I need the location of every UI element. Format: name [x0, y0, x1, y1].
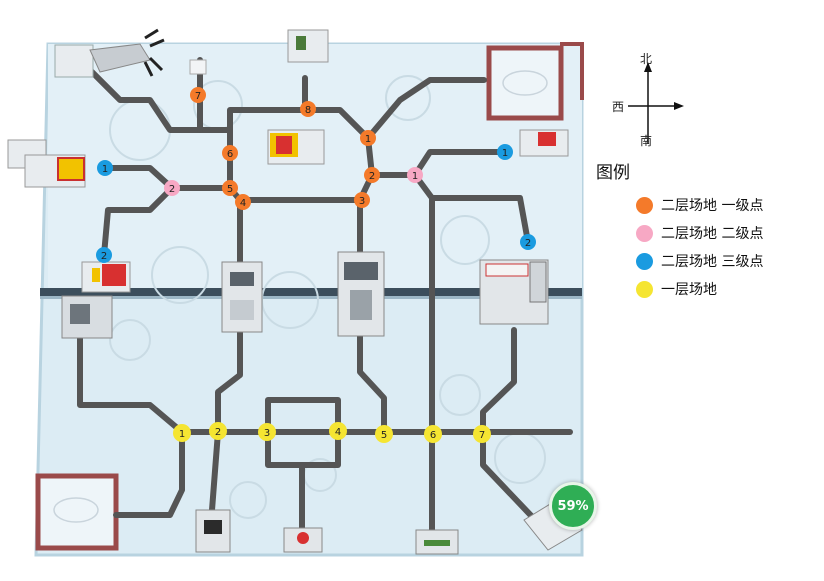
progress-badge[interactable]: 59%	[549, 482, 597, 530]
legend-label: 二层场地 二级点	[661, 226, 764, 242]
blue-marker-1-left[interactable]: 1	[97, 160, 113, 176]
legend: 图例 二层场地 一级点 二层场地 二级点 二层场地 三级点 一层场地	[596, 158, 796, 303]
marker-label: 2	[525, 238, 531, 249]
marker-label: 5	[381, 430, 387, 441]
marker-layer: 7 8 6 1 5 2 4 3 2 1 1 1 2 2 1 2 3 4 5 6 …	[96, 87, 536, 443]
orange-marker-3[interactable]: 3	[354, 192, 370, 208]
orange-marker-6[interactable]: 6	[222, 145, 238, 161]
orange-marker-5[interactable]: 5	[222, 180, 238, 196]
yellow-marker-3[interactable]: 3	[258, 423, 276, 441]
model-left-lower	[61, 295, 113, 339]
yellow-dot-icon	[636, 280, 653, 298]
marker-label: 7	[479, 430, 485, 441]
pink-marker-2[interactable]: 2	[164, 180, 180, 196]
yellow-marker-5[interactable]: 5	[375, 425, 393, 443]
marker-label: 1	[179, 429, 185, 440]
blue-marker-1-right[interactable]: 1	[497, 144, 513, 160]
model-center-left	[221, 261, 263, 333]
orange-marker-1[interactable]: 1	[360, 130, 376, 146]
marker-label: 4	[335, 427, 341, 438]
marker-label: 6	[430, 430, 436, 441]
legend-item-orange: 二层场地 一级点	[596, 191, 796, 219]
corner-zone-bottom-left	[35, 473, 119, 551]
orange-dot-icon	[636, 196, 653, 214]
orange-marker-8[interactable]: 8	[300, 101, 316, 117]
marker-label: 1	[102, 164, 108, 175]
model-top-center	[287, 29, 329, 63]
orange-marker-7[interactable]: 7	[190, 87, 206, 103]
marker-label: 1	[502, 148, 508, 159]
marker-label: 2	[215, 427, 221, 438]
blue-dot-icon	[636, 252, 653, 270]
orange-marker-2[interactable]: 2	[364, 167, 380, 183]
legend-item-yellow: 一层场地	[596, 275, 796, 303]
blue-marker-2-left[interactable]: 2	[96, 247, 112, 263]
marker-label: 2	[101, 251, 107, 262]
blue-marker-2-right[interactable]: 2	[520, 234, 536, 250]
model-bottom-right	[415, 529, 459, 555]
model-left-red-block	[81, 261, 131, 293]
marker-label: 1	[412, 171, 418, 182]
model-ramp-top-left	[54, 28, 165, 78]
corner-zone-top-right	[486, 45, 564, 121]
model-small-white	[189, 59, 207, 75]
compass-south: 南	[640, 134, 653, 148]
marker-label: 3	[264, 428, 270, 439]
model-center-tower	[337, 251, 385, 337]
legend-label: 二层场地 三级点	[661, 254, 764, 270]
progress-label: 59%	[557, 498, 589, 514]
model-red-yellow-center	[267, 129, 325, 165]
level-divider	[40, 288, 582, 296]
legend-label: 二层场地 一级点	[661, 198, 764, 214]
mission-models	[7, 28, 583, 555]
marker-label: 2	[169, 184, 175, 195]
legend-title: 图例	[596, 163, 630, 183]
compass-west: 西	[612, 100, 625, 114]
compass-arrows-icon	[628, 62, 684, 144]
yellow-marker-1[interactable]: 1	[173, 424, 191, 442]
model-bottom-left	[195, 509, 231, 553]
marker-label: 6	[227, 149, 233, 160]
yellow-marker-2[interactable]: 2	[209, 422, 227, 440]
compass: 北 西 南	[610, 52, 690, 152]
marker-label: 5	[227, 184, 233, 195]
marker-label: 3	[359, 196, 365, 207]
model-right-platform	[479, 259, 549, 325]
compass-north: 北	[640, 52, 653, 66]
pink-marker-1[interactable]: 1	[407, 167, 423, 183]
model-bottom-center-red	[283, 527, 323, 553]
pink-dot-icon	[636, 224, 653, 242]
yellow-marker-4[interactable]: 4	[329, 422, 347, 440]
legend-item-blue: 二层场地 三级点	[596, 247, 796, 275]
marker-label: 8	[305, 105, 311, 116]
legend-label: 一层场地	[661, 282, 717, 298]
yellow-marker-6[interactable]: 6	[424, 425, 442, 443]
model-right-red	[519, 129, 569, 157]
marker-label: 1	[365, 134, 371, 145]
marker-label: 7	[195, 91, 201, 102]
model-left-yellow	[7, 139, 86, 188]
legend-item-pink: 二层场地 二级点	[596, 219, 796, 247]
orange-marker-4[interactable]: 4	[235, 194, 251, 210]
marker-label: 2	[369, 171, 375, 182]
marker-label: 4	[240, 198, 246, 209]
yellow-marker-7[interactable]: 7	[473, 425, 491, 443]
